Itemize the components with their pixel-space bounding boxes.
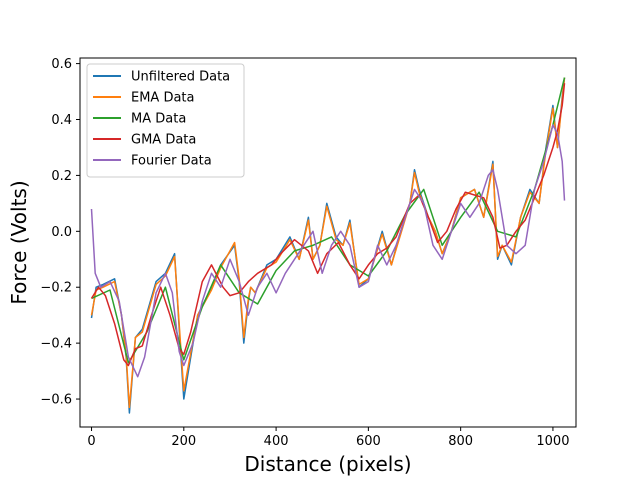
x-axis-label: Distance (pixels) [244,452,411,476]
y-tick-label: 0.2 [51,169,72,184]
y-tick-label: 0.6 [51,57,72,72]
x-tick-label: 600 [356,434,381,449]
x-tick-label: 800 [448,434,473,449]
y-tick-label: −0.6 [40,393,72,408]
x-axis: 0 200 400 600 800 1000 [87,427,569,449]
series-line-2 [91,77,566,364]
x-tick-label: 400 [264,434,289,449]
series-line-1 [90,77,566,409]
x-tick-label: 0 [87,434,95,449]
y-tick-label: 0.4 [51,113,72,128]
y-tick-label: −0.4 [40,337,72,352]
series-layer [90,77,566,414]
legend-entry: Unfiltered Data [131,70,230,85]
legend-entry: Fourier Data [131,154,212,169]
y-tick-label: 0.0 [51,225,72,240]
legend-entry: MA Data [131,112,186,127]
y-axis: −0.6 −0.4 −0.2 0.0 0.2 0.4 0.6 [40,57,80,408]
y-tick-label: −0.2 [40,281,72,296]
plot-frame [79,57,577,428]
series-line-3 [90,83,566,367]
legend: Unfiltered Data EMA Data MA Data GMA Data Fo… [86,63,245,178]
x-tick-label: 200 [171,434,196,449]
series-line-4 [90,124,566,378]
legend-entry: GMA Data [131,133,196,148]
legend-entry: EMA Data [131,91,195,106]
y-axis-label: Force (Volts) [7,180,31,304]
x-tick-label: 1000 [536,434,569,449]
legend-box [86,63,245,178]
